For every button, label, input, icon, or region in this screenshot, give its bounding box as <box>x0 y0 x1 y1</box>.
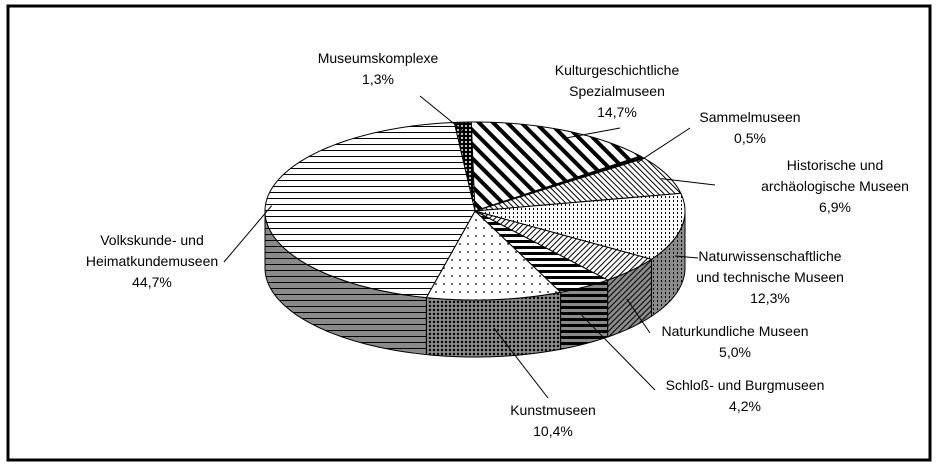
leaders <box>223 95 716 399</box>
value-label: 10,4% <box>533 423 573 439</box>
slice <box>264 121 476 299</box>
slice-label: Kulturgeschichtliche Spezialmuseen 14,7% <box>555 60 680 123</box>
leader-line <box>419 95 464 132</box>
slice-label: Kunstmuseen 10,4% <box>510 400 596 442</box>
frame <box>6 4 932 462</box>
slice-label: Sammelmuseen 0,5% <box>699 107 800 149</box>
slice <box>425 210 562 301</box>
value-label: 1,3% <box>362 71 394 87</box>
value-label: 44,7% <box>132 274 172 290</box>
category-label: Kunstmuseen <box>510 402 596 418</box>
value-label: 5,0% <box>719 344 751 360</box>
category-label: Sammelmuseen <box>699 109 801 125</box>
category-label: Museumskomplexe <box>317 50 439 66</box>
value-label: 4,2% <box>729 398 761 414</box>
slice-label: Historische und archäologische Museen 6,9… <box>761 155 909 218</box>
slice-label: Museumskomplexe 1,3% <box>318 48 439 90</box>
value-label: 12,3% <box>750 290 790 306</box>
slice-side <box>425 291 562 358</box>
value-label: 14,7% <box>597 104 637 120</box>
value-label: 6,9% <box>819 199 851 215</box>
leader-line <box>223 205 273 263</box>
slice-label: Schloß- und Burgmuseen 4,2% <box>666 375 825 417</box>
leader-line <box>493 327 549 399</box>
slice-label: Volkskunde- und Heimatkundemuseen 44,7% <box>86 230 218 293</box>
category-label: Kulturgeschichtliche Spezialmuseen <box>554 62 680 99</box>
slice <box>474 210 609 293</box>
sides <box>264 210 686 358</box>
value-label: 0,5% <box>734 130 766 146</box>
category-label: Schloß- und Burgmuseen <box>665 377 825 393</box>
slice-label: Naturwissenschaftliche und technische Mu… <box>696 246 844 309</box>
slice <box>474 210 653 281</box>
category-label: Naturkundliche Museen <box>661 323 809 339</box>
slice <box>470 121 642 212</box>
tops <box>264 121 686 301</box>
category-label: Naturwissenschaftliche und technische Mu… <box>696 248 844 285</box>
leader-line <box>661 178 716 186</box>
leader-line <box>581 314 656 391</box>
leader-line <box>637 127 691 164</box>
slice <box>474 157 682 212</box>
slice <box>474 192 686 260</box>
leader-line <box>562 127 621 140</box>
leader-line <box>675 255 699 259</box>
category-label: Historische und archäologische Museen <box>761 157 909 194</box>
slice-label: Naturkundliche Museen 5,0% <box>661 321 808 363</box>
leader-line <box>626 298 651 334</box>
category-label: Volkskunde- und Heimatkundemuseen <box>85 232 219 269</box>
